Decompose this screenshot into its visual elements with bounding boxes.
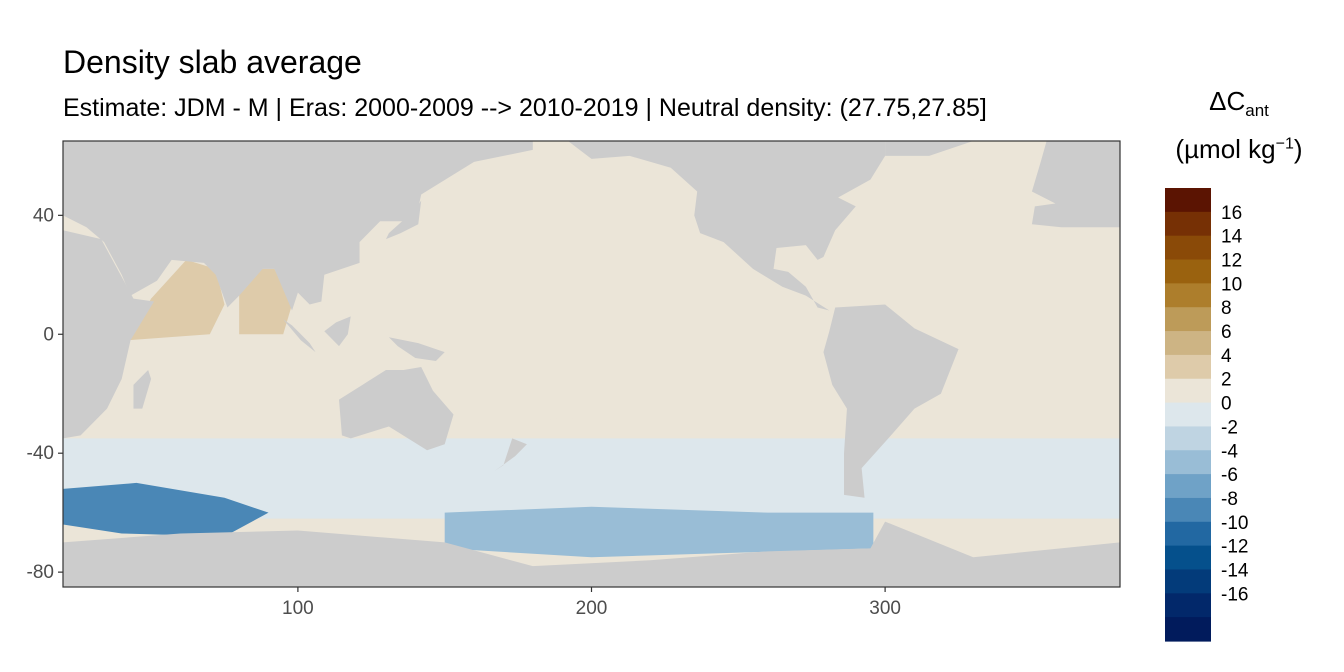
legend-swatch [1165,593,1211,618]
y-tick-label: 40 [33,205,54,226]
legend-label: 2 [1221,370,1232,391]
chart-subtitle: Estimate: JDM - M | Eras: 2000-2009 --> … [63,94,987,122]
legend-swatch [1165,402,1211,428]
land-south-america [823,304,959,498]
map-panel [63,141,1120,587]
legend-label: 6 [1221,322,1232,343]
region-north-pacific [356,155,709,269]
legend-swatch [1165,235,1211,261]
legend-swatch [1165,474,1211,499]
legend-swatch [1165,259,1211,284]
legend-swatch [1165,545,1211,571]
legend-swatch [1165,188,1211,213]
legend-label: 16 [1221,203,1242,224]
legend-swatch [1165,426,1211,451]
legend-swatch [1165,307,1211,332]
region-arabian-sea [127,259,225,341]
land-borneo [324,316,351,347]
x-tick-label: 300 [869,598,901,619]
legend-swatch [1165,617,1211,642]
legend-swatch [1165,450,1211,475]
legend-title: ΔCant [1209,86,1269,121]
land-masses [63,141,1120,587]
region-pacific-sector-antarctic [444,506,874,558]
y-tick-label: -40 [27,443,54,464]
region-indian-sector-antarctic [63,482,269,537]
legend-unit: (µmol kg−1) [1175,134,1303,164]
legend-label: -2 [1221,417,1238,438]
land-antarctica [63,521,1120,587]
legend-label: -14 [1221,560,1249,581]
x-tick-label: 200 [576,598,608,619]
legend-swatch [1165,283,1211,308]
legend-label: 14 [1221,227,1243,248]
legend-swatch [1165,211,1211,237]
land-new-zealand [494,438,527,472]
chart-title: Density slab average [63,44,362,80]
legend-label: 8 [1221,298,1232,319]
land-africa [63,230,155,439]
x-tick-label: 100 [282,598,314,619]
legend-swatch [1165,354,1211,380]
legend-label: -12 [1221,537,1248,558]
land-sumatra [283,319,316,353]
legend-label: -16 [1221,584,1248,605]
y-tick-label: -80 [27,562,54,583]
legend-label: 10 [1221,274,1242,295]
legend-swatch [1165,521,1211,547]
legend-swatch [1165,569,1211,594]
legend-label: 4 [1221,346,1232,367]
legend-swatch [1165,331,1211,356]
land-europe-ext [1002,141,1120,228]
legend-label: 12 [1221,251,1242,272]
legend-swatch [1165,378,1211,404]
legend-swatch [1165,497,1211,523]
land-north-america [568,141,886,311]
region-tropical-pacific [385,268,827,424]
land-madagascar [133,369,152,409]
y-tick-label: 0 [43,324,54,345]
land-australia [338,366,454,451]
region-bay-of-bengal [239,268,293,335]
legend-label: -10 [1221,513,1248,534]
legend-label: 0 [1221,394,1232,415]
land-eurasia [63,141,533,311]
land-japan [385,200,422,240]
legend-label: -8 [1221,489,1238,510]
legend-label: -4 [1221,441,1238,462]
region-south-indian [107,364,357,439]
land-greenland [885,141,974,156]
land-new-guinea [388,337,445,362]
legend-label: -6 [1221,465,1238,486]
